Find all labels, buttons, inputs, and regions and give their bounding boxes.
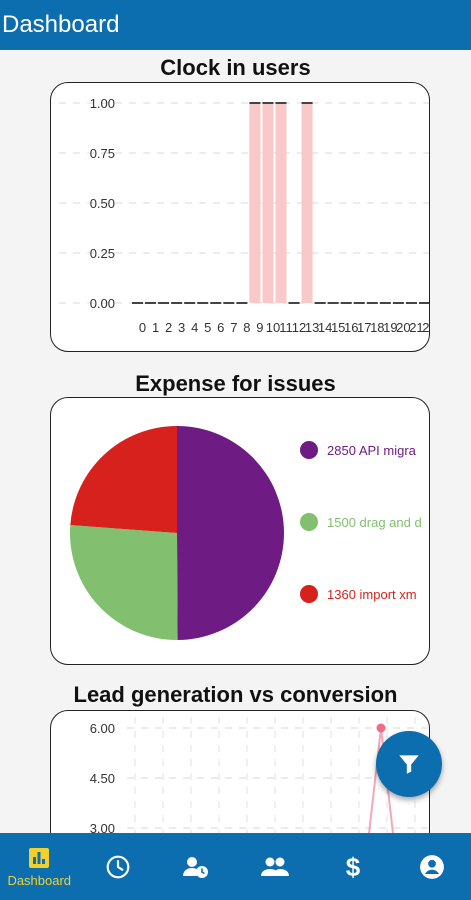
app-bar-title: Dashboard xyxy=(2,11,120,38)
legend-marker xyxy=(300,513,318,531)
x-tick-label: 12 xyxy=(292,320,306,335)
expense-pie-chart: 2850 API migra 1500 drag and d 1360 import… xyxy=(69,426,422,640)
bar xyxy=(249,103,261,303)
y-tick-label: 0.75 xyxy=(90,146,115,161)
x-tick-label: 1 xyxy=(152,320,159,335)
legend-label: 1500 drag and d xyxy=(327,515,422,530)
nav-item-dashboard[interactable]: Dashboard xyxy=(0,833,79,900)
legend-label: 2850 API migra xyxy=(327,443,417,458)
svg-text:$: $ xyxy=(346,853,361,881)
x-tick-label: 16 xyxy=(344,320,358,335)
expense-chart-title: Expense for issues xyxy=(135,371,336,396)
x-tick-label: 8 xyxy=(243,320,250,335)
lead-line-chart: 3.00 4.50 6.00 xyxy=(90,717,429,849)
x-tick-label: 9 xyxy=(256,320,263,335)
x-tick-label: 3 xyxy=(178,320,185,335)
x-tick-label: 22 xyxy=(422,320,430,335)
x-tick-label: 6 xyxy=(217,320,224,335)
x-tick-label: 18 xyxy=(370,320,384,335)
x-tick-label: 17 xyxy=(357,320,371,335)
x-tick-label: 2 xyxy=(165,320,172,335)
x-tick-label: 15 xyxy=(331,320,345,335)
y-tick-label: 0.00 xyxy=(90,296,115,311)
y-tick-label: 3.00 xyxy=(90,821,115,836)
nav-item-dollar[interactable]: $ xyxy=(314,833,393,900)
lead-chart-title: Lead generation vs conversion xyxy=(73,682,398,707)
x-tick-label: 20 xyxy=(396,320,410,335)
x-tick-label: 10 xyxy=(266,320,280,335)
nav-item-clock[interactable] xyxy=(79,833,158,900)
clock-bar-chart: 0.000.250.500.751.000 1 2 3 4 5 6 7 8 9 10 11 121314… xyxy=(59,96,430,335)
clock-icon xyxy=(106,855,130,878)
x-tick-label: 13 xyxy=(305,320,319,335)
nav-item-account[interactable] xyxy=(393,833,471,900)
expense-chart-card: 2850 API migra 1500 drag and d 1360 import… xyxy=(50,397,430,665)
account-circle-icon xyxy=(419,854,444,879)
filter-button[interactable] xyxy=(376,731,442,797)
clock-chart-card: 0.00 0.25 0.50 0.75 1.00 0 1 2 3 4 5 6 7 8 9 10 11 12 13 14… xyxy=(50,82,430,352)
dollar-icon: $ xyxy=(346,853,361,881)
bottom-nav: Dashboard $ xyxy=(0,833,471,900)
pie-slice xyxy=(177,426,284,640)
y-tick-label: 6.00 xyxy=(90,721,115,736)
user-clock-icon xyxy=(183,856,209,878)
app-bar: Dashboard xyxy=(0,0,471,50)
y-tick-label: 0.50 xyxy=(90,196,115,211)
x-tick-label: 4 xyxy=(191,320,198,335)
filter-icon xyxy=(399,755,419,774)
y-tick-label: 0.25 xyxy=(90,246,115,261)
x-tick-label: 11 xyxy=(279,320,293,335)
bar xyxy=(262,103,274,303)
lead-chart-card: 3.00 4.50 6.00 xyxy=(50,710,430,850)
bar-chart-icon xyxy=(29,847,50,868)
bar xyxy=(301,103,313,303)
people-icon xyxy=(260,857,289,876)
legend-label: 1360 import xm xyxy=(327,587,417,602)
x-tick-label: 21 xyxy=(409,320,423,335)
data-point xyxy=(376,723,386,733)
x-tick-label: 14 xyxy=(318,320,332,335)
legend-marker xyxy=(300,585,318,603)
x-tick-label: 5 xyxy=(204,320,211,335)
y-tick-label: 4.50 xyxy=(90,771,115,786)
legend-marker xyxy=(300,441,318,459)
nav-item-people[interactable] xyxy=(236,833,315,900)
bar xyxy=(275,103,287,303)
nav-item-dashboard-label: Dashboard xyxy=(7,872,72,888)
clock-chart-title: Clock in users xyxy=(160,55,311,80)
nav-item-user-clock[interactable] xyxy=(157,833,236,900)
x-tick-label: 19 xyxy=(383,320,397,335)
x-tick-label: 7 xyxy=(230,320,237,335)
pie-slice xyxy=(70,426,177,533)
x-tick-label: 0 xyxy=(139,320,146,335)
y-tick-label: 1.00 xyxy=(90,96,115,111)
pie-slice xyxy=(69,525,178,640)
